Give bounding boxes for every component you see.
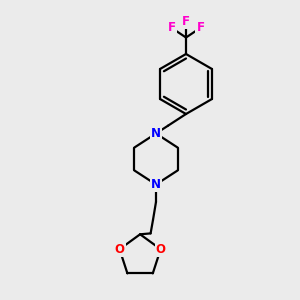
Text: N: N: [151, 178, 161, 191]
Text: O: O: [115, 243, 124, 256]
Text: F: F: [196, 21, 204, 34]
Text: N: N: [151, 127, 161, 140]
Text: F: F: [182, 15, 190, 28]
Text: F: F: [168, 21, 176, 34]
Text: O: O: [156, 243, 166, 256]
